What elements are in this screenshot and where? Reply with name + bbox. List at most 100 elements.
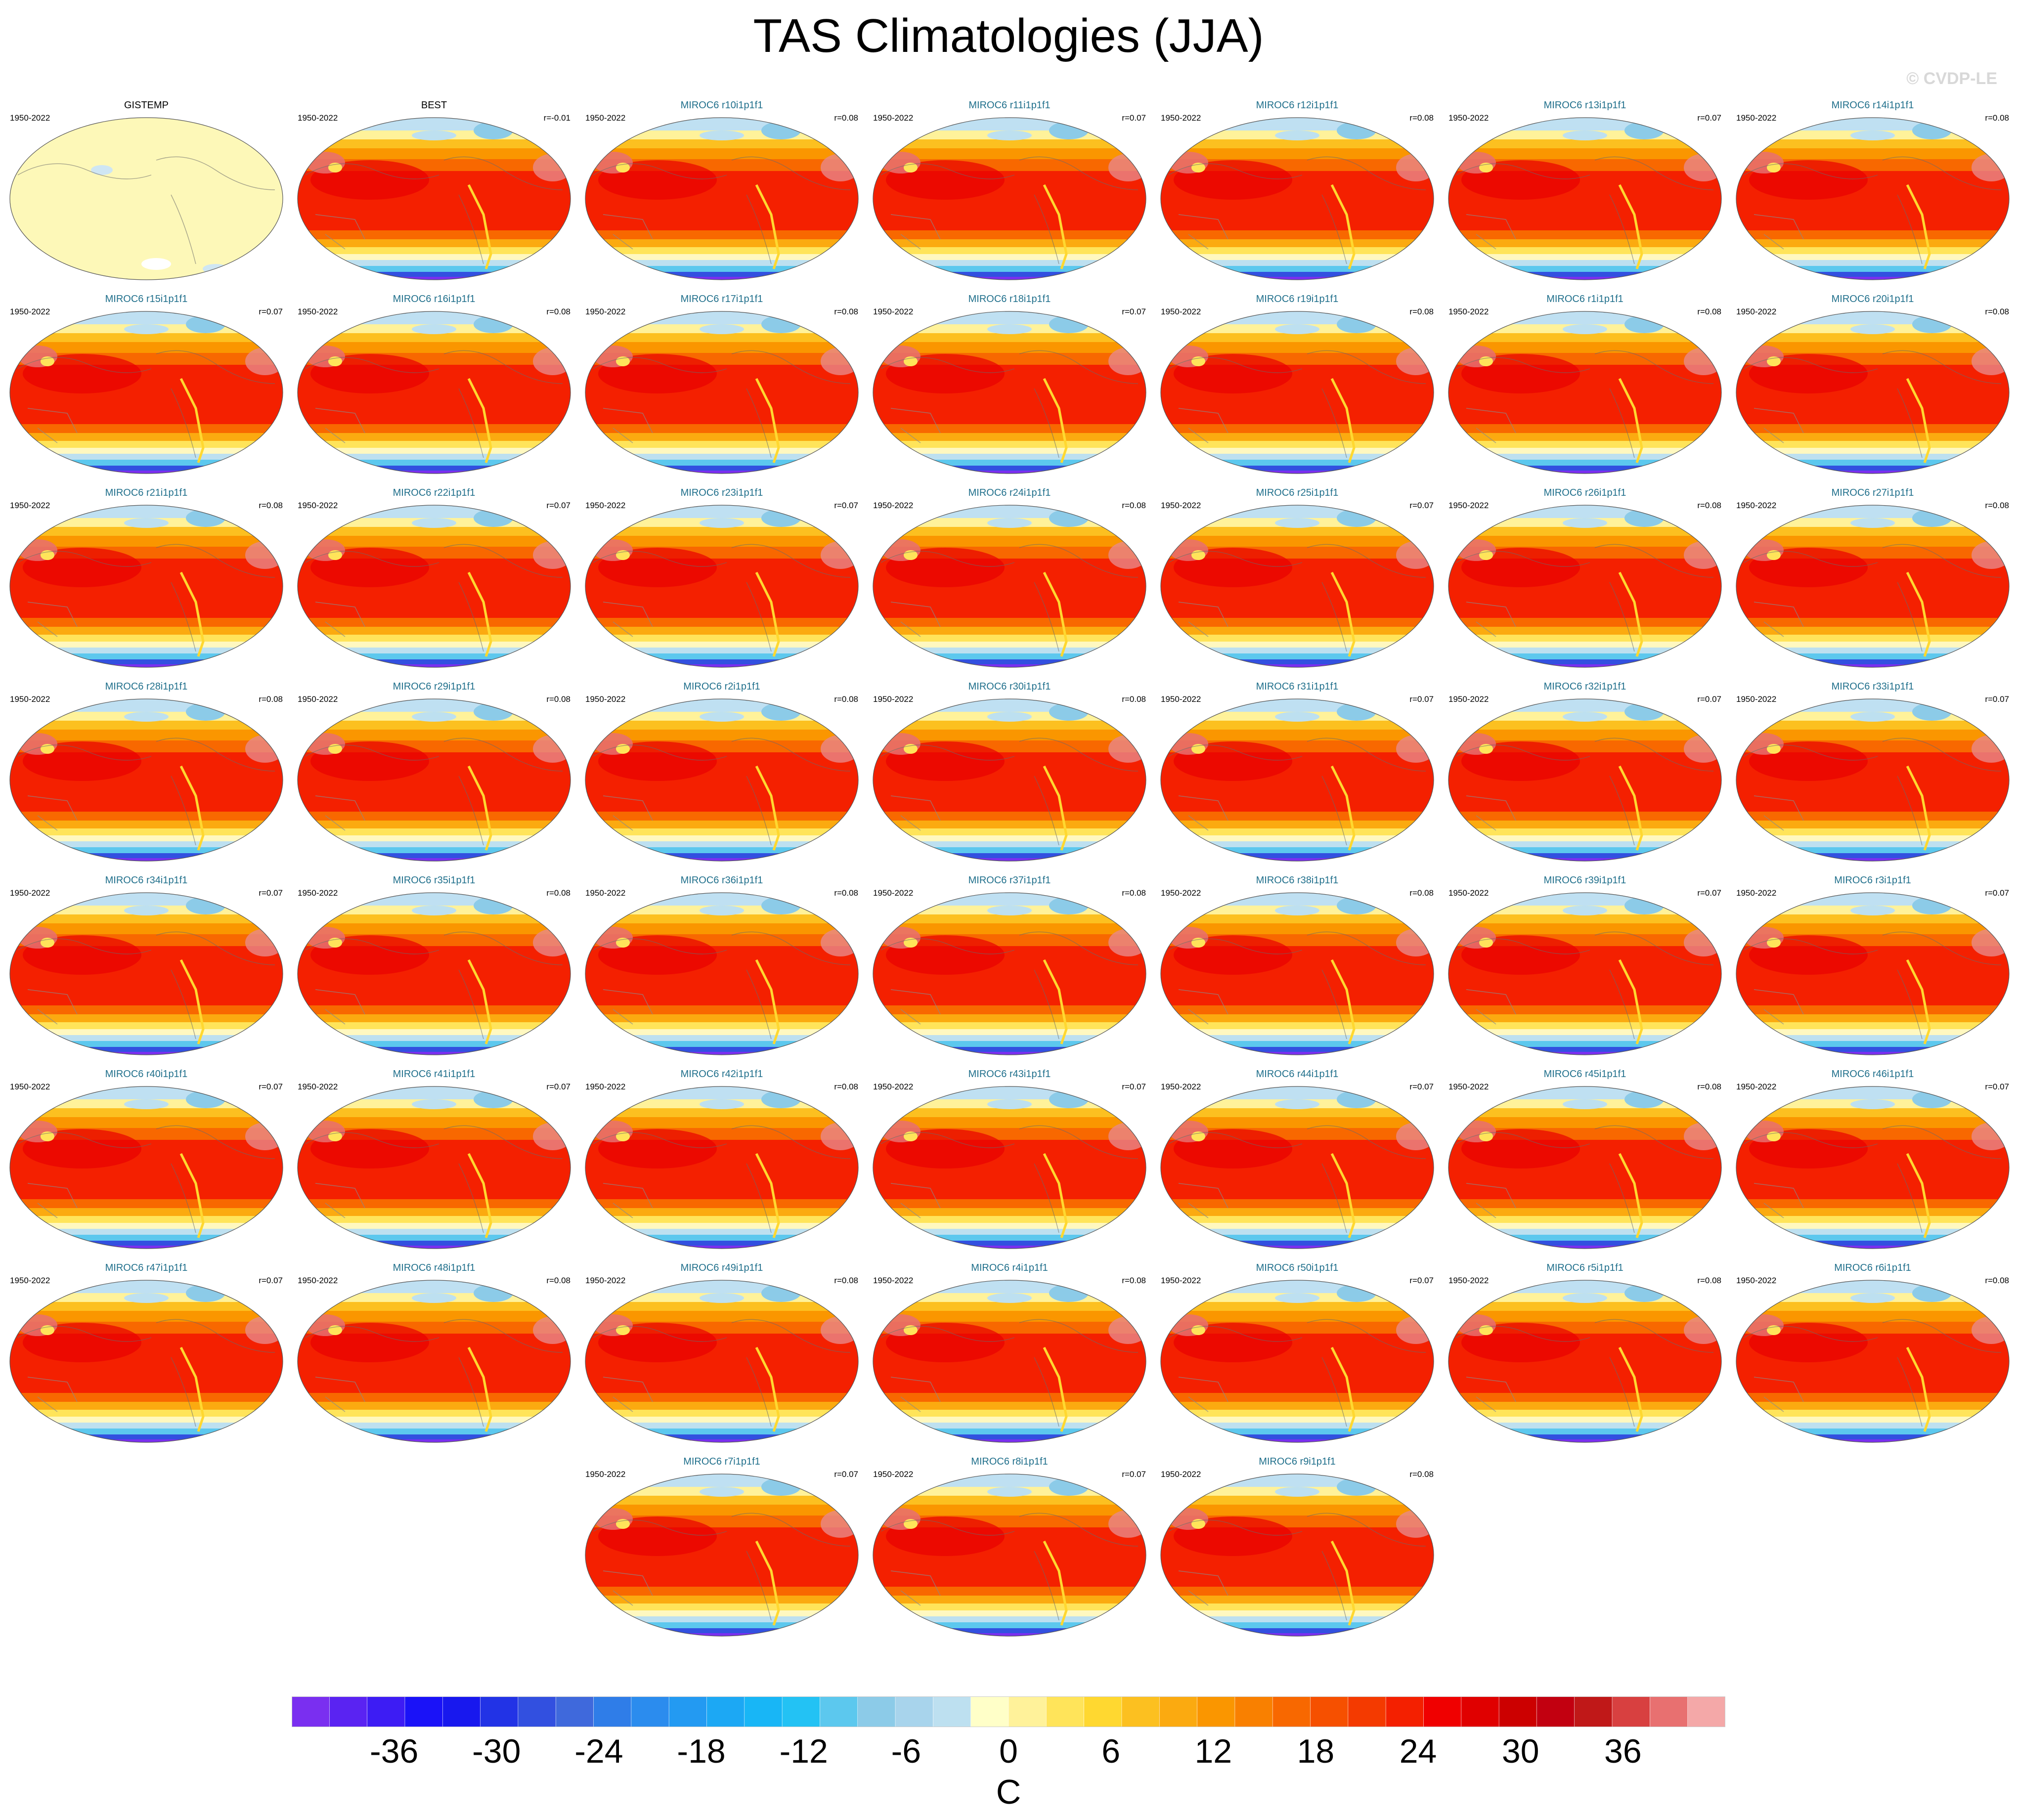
panel-title: MIROC6 r1i1p1f1 xyxy=(1546,294,1623,304)
map-lat-band xyxy=(1736,853,2009,858)
map-lat-band xyxy=(1448,239,1721,247)
map-lat-band xyxy=(1736,448,2009,454)
map-lat-band xyxy=(1161,847,1434,853)
panel-correlation: r=0.08 xyxy=(834,113,858,123)
map-lat-band xyxy=(585,828,858,835)
map-hot-spot xyxy=(1108,541,1146,569)
map-lat-band xyxy=(298,1117,570,1128)
panel-correlation: r=0.07 xyxy=(546,501,570,510)
map-hot-spot xyxy=(1972,929,2009,956)
map-lat-band xyxy=(873,148,1146,159)
map-lat-band xyxy=(10,653,283,659)
map-andes xyxy=(1330,184,1356,269)
map-coastline xyxy=(1456,931,1714,1040)
map-lat-band xyxy=(585,1241,858,1246)
map-lat-band xyxy=(1448,247,1721,254)
map-lat-band xyxy=(10,441,283,448)
map-lat-band xyxy=(873,441,1146,448)
map-coastline xyxy=(603,602,653,637)
map-lat-band xyxy=(298,433,570,441)
map-andes xyxy=(467,959,492,1044)
map-arctic xyxy=(700,1487,744,1497)
map-arctic xyxy=(412,1099,456,1109)
map-outline xyxy=(9,1086,283,1249)
map-lat-band xyxy=(1161,139,1434,148)
map-plot xyxy=(1448,117,1722,280)
panel-title: MIROC6 r23i1p1f1 xyxy=(680,487,763,498)
map-lat-band xyxy=(1448,828,1721,835)
map-lat-band xyxy=(585,835,858,841)
map-lat-band xyxy=(1736,139,2009,148)
map-andes xyxy=(1043,1153,1068,1238)
map-coastline xyxy=(593,737,851,846)
map-lat-band xyxy=(1736,1216,2009,1223)
map-plot xyxy=(873,698,1146,862)
map-lat-band xyxy=(1736,1047,2009,1052)
map-outline xyxy=(297,698,571,862)
map-lat-band xyxy=(585,239,858,247)
map-arctic xyxy=(1275,906,1319,915)
map-lat-band xyxy=(10,648,283,653)
map-panel: MIROC6 r15i1p1f1 1950-2022 r=0.07 xyxy=(4,293,289,477)
map-hot-spot xyxy=(533,1123,570,1150)
map-lat-band xyxy=(1161,1622,1434,1628)
map-plot xyxy=(1448,1280,1722,1443)
map-plot xyxy=(1448,311,1722,474)
panel-title: MIROC6 r16i1p1f1 xyxy=(393,294,476,304)
map-lat-band xyxy=(298,853,570,858)
map-lat-band xyxy=(1161,853,1434,858)
map-hot-spot xyxy=(1972,541,2009,569)
colorbar-swatch xyxy=(857,1696,896,1728)
map-hot-spot xyxy=(533,154,570,181)
map-lat-band xyxy=(873,454,1146,460)
map-lat-band xyxy=(10,466,283,471)
map-coastline xyxy=(27,795,78,831)
map-arctic xyxy=(987,1487,1032,1497)
map-lat-band xyxy=(1161,1208,1434,1216)
map-lat-band xyxy=(1448,536,1721,547)
map-coastline xyxy=(890,1377,941,1412)
map-outline xyxy=(585,1086,859,1249)
map-lat-band xyxy=(1736,247,2009,254)
map-lat-band xyxy=(1448,721,1721,730)
map-lat-band xyxy=(1448,272,1721,277)
map-plot xyxy=(1160,1280,1434,1443)
map-arctic xyxy=(412,906,456,915)
map-plot xyxy=(297,1086,571,1249)
map-coastline xyxy=(1466,1183,1516,1218)
map-lat-band xyxy=(873,1616,1146,1622)
map-lat-band xyxy=(1161,721,1434,730)
map-andes xyxy=(1906,571,1931,657)
map-lat-band xyxy=(585,1402,858,1410)
map-andes xyxy=(1906,378,1931,463)
colorbar-swatch xyxy=(895,1696,934,1728)
map-lat-band xyxy=(1736,659,2009,664)
map-coastline xyxy=(1178,795,1228,831)
map-panel: MIROC6 r13i1p1f1 1950-2022 r=0.07 xyxy=(1443,99,1727,284)
panel-title: MIROC6 r33i1p1f1 xyxy=(1831,681,1914,692)
map-lat-band xyxy=(585,1047,858,1052)
colorbar-swatch xyxy=(1385,1696,1424,1728)
map-lat-band xyxy=(1161,1022,1434,1029)
map-lat-band xyxy=(298,1235,570,1241)
map-lat-band xyxy=(873,260,1146,266)
map-lat-band xyxy=(1448,1302,1721,1311)
map-andes xyxy=(1330,1346,1356,1432)
panel-period: 1950-2022 xyxy=(585,113,626,123)
map-lat-band xyxy=(1448,424,1721,433)
map-andes xyxy=(467,184,492,269)
map-hot-spot xyxy=(533,1316,570,1344)
map-lat-band xyxy=(873,648,1146,653)
map-lat-band xyxy=(1448,466,1721,471)
map-lat-band xyxy=(585,230,858,239)
map-lat-band xyxy=(1161,342,1434,353)
map-lat-band xyxy=(10,821,283,828)
map-lat-band xyxy=(10,828,283,835)
map-hot-spot xyxy=(533,541,570,569)
panel-title: MIROC6 r25i1p1f1 xyxy=(1256,487,1339,498)
map-outline xyxy=(297,1280,571,1443)
map-coastline xyxy=(1178,1183,1228,1218)
map-lat-band xyxy=(585,1005,858,1014)
map-panel: MIROC6 r40i1p1f1 1950-2022 r=0.07 xyxy=(4,1068,289,1253)
map-lat-band xyxy=(1448,858,1721,861)
